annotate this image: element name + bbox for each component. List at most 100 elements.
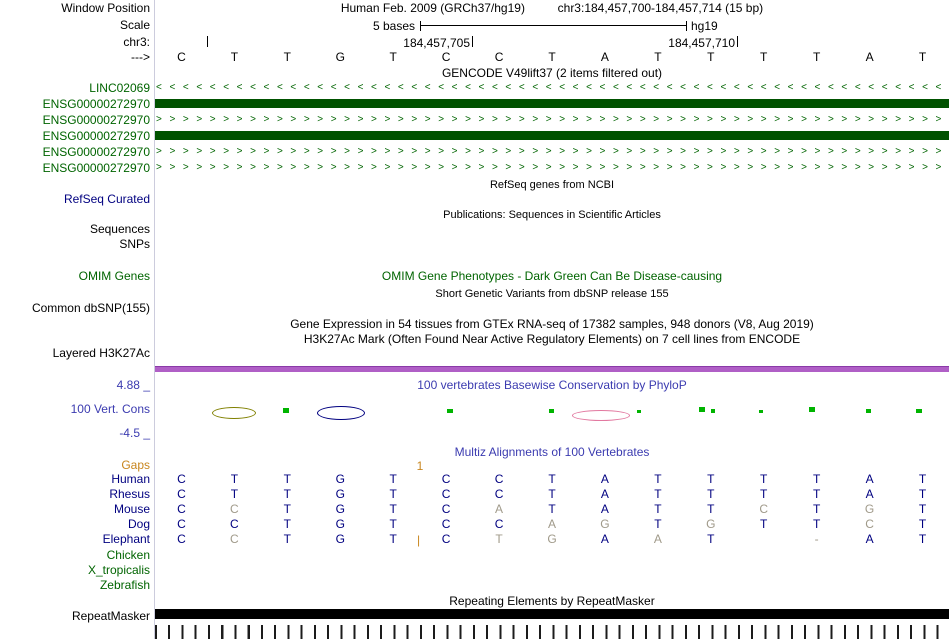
scale-bar [420,21,687,31]
chrom-label: chr3: [123,35,150,49]
aligned-base: G [547,532,557,546]
repeatmasker-label[interactable]: RepeatMasker [71,609,150,623]
sequence-base: T [654,50,662,64]
species-label-x_tropicalis[interactable]: X_tropicalis [87,563,150,577]
refseq-track-title: RefSeq genes from NCBI [489,179,615,191]
aligned-base: A [547,517,556,531]
gencode-strand-arrows[interactable]: >>>>>>>>>>>>>>>>>>>>>>>>>>>>>>>>>>>>>>>>… [156,162,949,173]
conservation-dot-mark [283,408,289,413]
aligned-base: T [548,487,556,501]
aligned-base: C [177,472,186,486]
gencode-exon-bar[interactable] [155,99,949,108]
gencode-strand-arrows[interactable]: >>>>>>>>>>>>>>>>>>>>>>>>>>>>>>>>>>>>>>>>… [156,146,949,157]
aligned-base: G [335,472,345,486]
sequence-base: T [230,50,239,64]
aligned-base: T [283,472,291,486]
aligned-base [737,533,790,546]
species-label-zebrafish[interactable]: Zebrafish [99,578,150,592]
window-position-label: Window Position [61,1,150,15]
gap-size-marker: 1 [416,459,424,473]
multiz-track-title: Multiz Alignments of 100 Vertebrates [454,445,650,459]
scale-genome-label: hg19 [691,19,718,33]
aligned-base: T [230,487,239,501]
aligned-base: T [760,472,768,486]
species-label-elephant[interactable]: Elephant [102,532,150,546]
gencode-track-title: GENCODE V49lift37 (2 items filtered out) [441,66,663,80]
aligned-base: G [600,517,610,531]
aligned-base: G [335,502,345,516]
sequences-track-label[interactable]: Sequences [89,222,150,236]
refseq-curated-label[interactable]: RefSeq Curated [63,192,150,206]
gencode-strand-arrows[interactable]: <<<<<<<<<<<<<<<<<<<<<<<<<<<<<<<<<<<<<<<<… [156,82,949,93]
conservation-scale-max: 4.88 _ [116,378,150,392]
aligned-base: A [600,502,609,516]
aligned-base: T [918,472,927,486]
species-label-chicken[interactable]: Chicken [106,548,150,562]
conservation-scale-min: -4.5 _ [119,426,150,440]
omim-genes-label[interactable]: OMIM Genes [78,269,150,283]
gtex-track-title: Gene Expression in 54 tissues from GTEx … [290,317,814,331]
aligned-base: - [814,532,819,546]
gencode-strand-arrows[interactable]: >>>>>>>>>>>>>>>>>>>>>>>>>>>>>>>>>>>>>>>>… [156,114,949,125]
conservation-track-title: 100 vertebrates Basewise Conservation by… [417,378,687,392]
species-label-dog[interactable]: Dog [127,517,150,531]
aligned-base: T [812,487,821,501]
aligned-base: C [759,502,769,516]
gencode-gene-label[interactable]: ENSG00000272970 [42,145,150,159]
repeatmasker-track-title: Repeating Elements by RepeatMasker [449,594,655,608]
gencode-gene-label[interactable]: ENSG00000272970 [42,161,150,175]
aligned-base: T [283,517,291,531]
conservation-ellipse-mark [212,407,256,419]
aligned-base: G [706,517,716,531]
aligned-base: T [760,517,768,531]
scale-label: Scale [119,18,150,32]
dbsnp-track-title: Short Genetic Variants from dbSNP releas… [435,288,669,300]
sequence-base: T [389,50,397,64]
gencode-gene-label[interactable]: ENSG00000272970 [42,129,150,143]
aligned-base: T [283,487,291,501]
repeatmasker-element-bar[interactable] [155,609,949,619]
aligned-base: G [864,502,875,516]
aligned-base: C [230,502,239,516]
species-label-rhesus[interactable]: Rhesus [109,487,150,501]
gencode-gene-label[interactable]: ENSG00000272970 [42,113,150,127]
aligned-base: C [441,532,451,546]
aligned-base: C [230,517,239,531]
publications-track-title: Publications: Sequences in Scientific Ar… [443,209,661,221]
species-label-human[interactable]: Human [111,472,150,486]
h3k27ac-signal-bar[interactable] [155,366,949,372]
aligned-base: C [177,517,186,531]
aligned-base: C [177,532,186,546]
species-label-mouse[interactable]: Mouse [113,502,150,516]
conservation-ellipse-mark [317,406,365,420]
conservation-track-label[interactable]: 100 Vert. Cons [70,402,150,416]
aligned-base: G [335,532,345,546]
base-position-ruler[interactable] [155,625,949,639]
gencode-exon-bar[interactable] [155,131,949,140]
gencode-gene-label[interactable]: ENSG00000272970 [42,97,150,111]
gaps-row-label[interactable]: Gaps [121,458,150,472]
conservation-ellipse-mark [572,410,630,421]
snps-track-label[interactable]: SNPs [119,237,150,251]
conservation-dot-mark [809,407,815,412]
layered-h3k27ac-label[interactable]: Layered H3K27Ac [52,346,150,360]
insertion-marker: | [417,533,421,547]
aligned-base: T [230,472,239,486]
common-dbsnp-label[interactable]: Common dbSNP(155) [31,301,150,315]
gencode-gene-label[interactable]: LINC02069 [89,81,150,95]
aligned-base: T [389,502,397,516]
aligned-base: T [654,472,662,486]
aligned-base: C [441,502,451,516]
aligned-base: G [335,487,345,501]
position-range-text: chr3:184,457,700-184,457,714 (15 bp) [557,1,764,15]
aligned-base: A [495,502,504,516]
aligned-base: A [865,472,874,486]
aligned-base: T [707,487,715,501]
